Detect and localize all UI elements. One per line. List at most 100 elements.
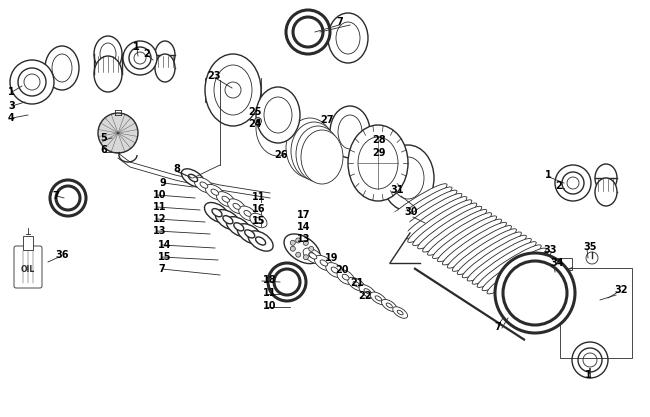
Text: 18: 18 [263,275,277,285]
Text: 20: 20 [335,265,348,275]
Text: 7: 7 [494,322,500,332]
Ellipse shape [392,157,424,199]
Circle shape [291,246,295,251]
Text: 23: 23 [207,71,220,81]
Text: 7: 7 [158,264,164,274]
Text: 27: 27 [320,115,333,125]
Ellipse shape [364,289,371,294]
Ellipse shape [94,36,122,72]
Ellipse shape [211,189,218,195]
Ellipse shape [250,213,267,228]
Text: OIL: OIL [21,266,35,274]
Ellipse shape [200,182,208,188]
Circle shape [98,113,138,153]
Text: 13: 13 [153,226,166,236]
Ellipse shape [181,169,205,187]
Circle shape [268,263,306,301]
Circle shape [255,118,261,125]
Text: 15: 15 [252,216,265,226]
Text: 26: 26 [274,150,287,160]
Ellipse shape [353,281,360,287]
Ellipse shape [256,87,300,143]
Ellipse shape [418,206,482,249]
Ellipse shape [248,231,273,251]
Ellipse shape [452,229,516,271]
Ellipse shape [503,255,567,331]
Ellipse shape [214,65,252,115]
Ellipse shape [315,255,333,271]
Circle shape [10,60,54,104]
Ellipse shape [244,230,255,238]
Ellipse shape [388,187,452,229]
Text: 10: 10 [263,301,276,311]
Ellipse shape [375,296,382,301]
Circle shape [495,253,575,333]
Text: 11: 11 [263,288,276,298]
Ellipse shape [413,203,476,246]
Text: 3: 3 [8,101,15,111]
Text: 14: 14 [158,240,172,250]
Ellipse shape [408,200,472,242]
Ellipse shape [234,223,244,231]
Text: 9: 9 [160,178,167,188]
Circle shape [578,348,602,372]
Ellipse shape [188,174,198,182]
Ellipse shape [337,270,354,284]
Ellipse shape [255,218,262,224]
Text: 15: 15 [158,252,172,262]
Ellipse shape [216,192,235,207]
Ellipse shape [595,164,617,192]
Circle shape [274,269,300,295]
Ellipse shape [212,208,222,217]
Ellipse shape [382,299,397,311]
Ellipse shape [515,268,555,318]
Ellipse shape [398,193,462,236]
Ellipse shape [422,209,487,252]
Text: 17: 17 [297,210,311,220]
Text: 33: 33 [543,245,556,255]
Circle shape [18,68,46,96]
Text: 32: 32 [614,285,627,295]
Text: 7: 7 [336,17,343,27]
Ellipse shape [338,115,362,149]
Polygon shape [550,263,572,270]
Ellipse shape [403,196,467,239]
Ellipse shape [309,253,317,259]
Ellipse shape [443,222,506,265]
Bar [550,258,572,270]
Circle shape [586,252,598,264]
Ellipse shape [386,303,393,308]
Ellipse shape [432,216,497,259]
Ellipse shape [447,226,512,268]
Circle shape [24,74,40,90]
Circle shape [304,241,308,246]
Ellipse shape [301,130,343,184]
Circle shape [572,342,608,378]
Text: 28: 28 [372,135,385,145]
Ellipse shape [393,190,457,233]
Ellipse shape [255,237,266,245]
Circle shape [293,17,323,47]
Text: 16: 16 [252,204,265,214]
Ellipse shape [383,184,447,226]
Text: 13: 13 [297,234,311,244]
Ellipse shape [194,177,214,193]
Ellipse shape [482,248,546,291]
Ellipse shape [462,235,526,278]
Text: 11: 11 [252,192,265,202]
Text: 24: 24 [248,119,261,129]
Text: 30: 30 [404,207,417,217]
Ellipse shape [326,263,344,277]
Text: 14: 14 [297,222,311,232]
Ellipse shape [155,54,175,82]
Ellipse shape [382,145,434,211]
Ellipse shape [244,211,251,216]
Circle shape [50,180,86,216]
Text: 1: 1 [133,42,140,52]
Ellipse shape [472,241,536,284]
Bar [560,268,632,358]
Circle shape [56,186,80,210]
Bar [23,236,33,250]
Ellipse shape [52,54,72,82]
Text: 22: 22 [358,291,372,301]
